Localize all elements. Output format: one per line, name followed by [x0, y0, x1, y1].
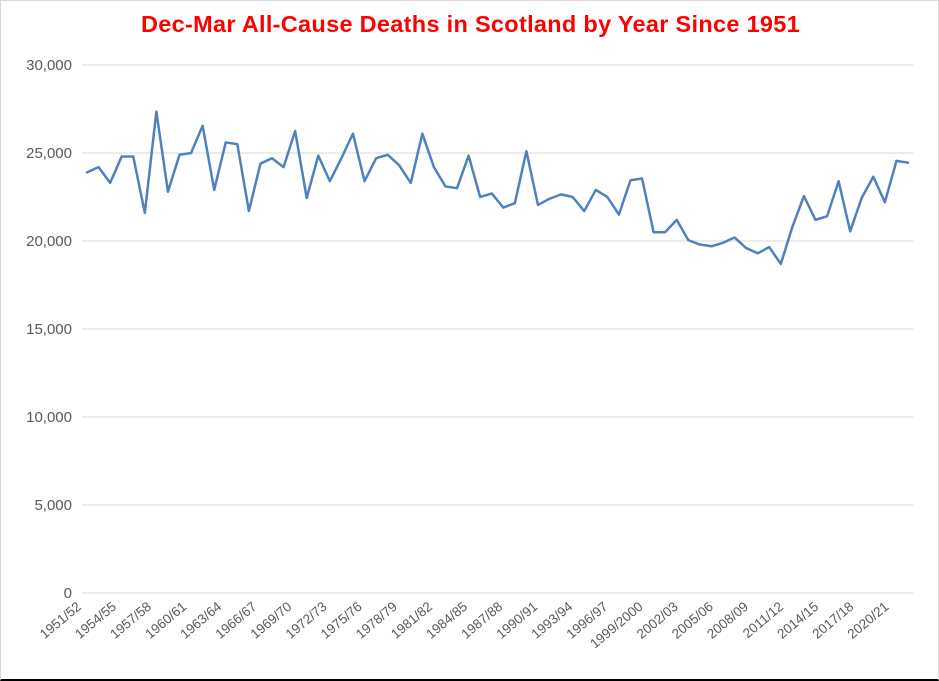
svg-text:30,000: 30,000	[26, 57, 72, 74]
svg-text:0: 0	[64, 585, 72, 602]
svg-text:20,000: 20,000	[26, 233, 72, 250]
svg-text:15,000: 15,000	[26, 321, 72, 338]
svg-text:5,000: 5,000	[34, 497, 72, 514]
svg-text:25,000: 25,000	[26, 145, 72, 162]
svg-text:10,000: 10,000	[26, 409, 72, 426]
